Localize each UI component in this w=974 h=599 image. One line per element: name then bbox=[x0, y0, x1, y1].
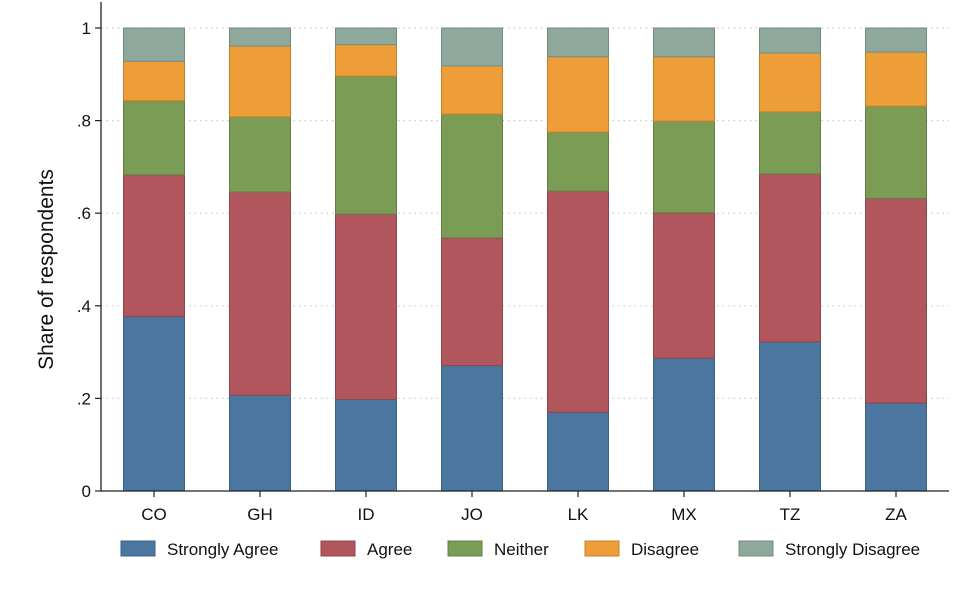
bar-co-agree bbox=[123, 174, 185, 317]
legend: Strongly Agree Agree Neither Disagree Strong… bbox=[120, 540, 920, 559]
legend-label: Disagree bbox=[631, 540, 699, 559]
legend-item-neither: Neither bbox=[447, 540, 549, 559]
bar-lk-neither bbox=[547, 131, 609, 192]
bar-gh-strongly-disagree bbox=[229, 27, 291, 47]
legend-swatch bbox=[320, 540, 356, 557]
bar-tz-strongly-agree bbox=[759, 341, 821, 492]
bar-jo-agree bbox=[441, 237, 503, 367]
x-tick-label-co: CO bbox=[141, 505, 167, 524]
grid-lines bbox=[101, 27, 949, 399]
legend-label: Neither bbox=[494, 540, 549, 559]
bar-tz-agree bbox=[759, 173, 821, 343]
legend-swatch bbox=[447, 540, 483, 557]
bar-co-neither bbox=[123, 100, 185, 176]
bar-mx-agree bbox=[653, 212, 715, 359]
bar-id-strongly-disagree bbox=[335, 27, 397, 46]
bar-co-disagree bbox=[123, 60, 185, 102]
legend-label: Strongly Disagree bbox=[785, 540, 920, 559]
y-tick-label-4: .8 bbox=[77, 112, 91, 131]
bar-za-strongly-agree bbox=[865, 402, 927, 492]
x-tick-label-za: ZA bbox=[885, 505, 907, 524]
x-tick-label-mx: MX bbox=[671, 505, 697, 524]
x-tick-label-tz: TZ bbox=[780, 505, 801, 524]
bar-co-strongly-agree bbox=[123, 315, 185, 492]
bar-lk-strongly-disagree bbox=[547, 27, 609, 58]
bar-gh-neither bbox=[229, 116, 291, 193]
legend-label: Agree bbox=[367, 540, 412, 559]
bar-tz-disagree bbox=[759, 52, 821, 113]
legend-swatch bbox=[738, 540, 774, 557]
axes: 0 .2 .4 .6 .8 1 CO GH ID JO LK MX TZ ZA bbox=[77, 2, 949, 524]
x-tick-label-jo: JO bbox=[461, 505, 483, 524]
y-tick-label-0: 0 bbox=[82, 482, 91, 501]
bar-gh-strongly-agree bbox=[229, 394, 291, 492]
bar-co-strongly-disagree bbox=[123, 27, 185, 62]
y-tick-label-2: .4 bbox=[77, 297, 91, 316]
bar-za-agree bbox=[865, 197, 927, 404]
legend-label: Strongly Agree bbox=[167, 540, 279, 559]
bar-jo-strongly-disagree bbox=[441, 27, 503, 67]
legend-item-strongly-disagree: Strongly Disagree bbox=[738, 540, 920, 559]
y-tick-label-5: 1 bbox=[82, 19, 91, 38]
bar-za-disagree bbox=[865, 51, 927, 107]
bar-lk-agree bbox=[547, 190, 609, 413]
bar-mx-neither bbox=[653, 120, 715, 214]
x-tick-label-id: ID bbox=[358, 505, 375, 524]
legend-item-disagree: Disagree bbox=[584, 540, 699, 559]
bar-id-agree bbox=[335, 213, 397, 400]
legend-swatch bbox=[120, 540, 156, 557]
bar-za-strongly-disagree bbox=[865, 27, 927, 53]
bar-id-disagree bbox=[335, 44, 397, 77]
bar-mx-strongly-agree bbox=[653, 357, 715, 492]
bar-lk-disagree bbox=[547, 56, 609, 133]
legend-item-strongly-agree: Strongly Agree bbox=[120, 540, 279, 559]
bar-tz-neither bbox=[759, 111, 821, 175]
bar-id-neither bbox=[335, 75, 397, 215]
bar-mx-disagree bbox=[653, 56, 715, 122]
legend-item-agree: Agree bbox=[320, 540, 412, 559]
bar-mx-strongly-disagree bbox=[653, 27, 715, 58]
bar-jo-strongly-agree bbox=[441, 365, 503, 492]
bar-jo-disagree bbox=[441, 65, 503, 115]
bar-za-neither bbox=[865, 105, 927, 199]
bar-gh-disagree bbox=[229, 45, 291, 118]
x-tick-label-gh: GH bbox=[247, 505, 273, 524]
bar-id-strongly-agree bbox=[335, 398, 397, 492]
y-tick-label-1: .2 bbox=[77, 389, 91, 408]
legend-swatch bbox=[584, 540, 620, 557]
y-axis-title: Share of respondents bbox=[35, 169, 58, 370]
x-tick-label-lk: LK bbox=[568, 505, 589, 524]
y-tick-label-3: .6 bbox=[77, 204, 91, 223]
bar-gh-agree bbox=[229, 191, 291, 396]
bar-jo-neither bbox=[441, 113, 503, 239]
bar-lk-strongly-agree bbox=[547, 411, 609, 492]
bars bbox=[123, 27, 927, 492]
bar-tz-strongly-disagree bbox=[759, 27, 821, 54]
